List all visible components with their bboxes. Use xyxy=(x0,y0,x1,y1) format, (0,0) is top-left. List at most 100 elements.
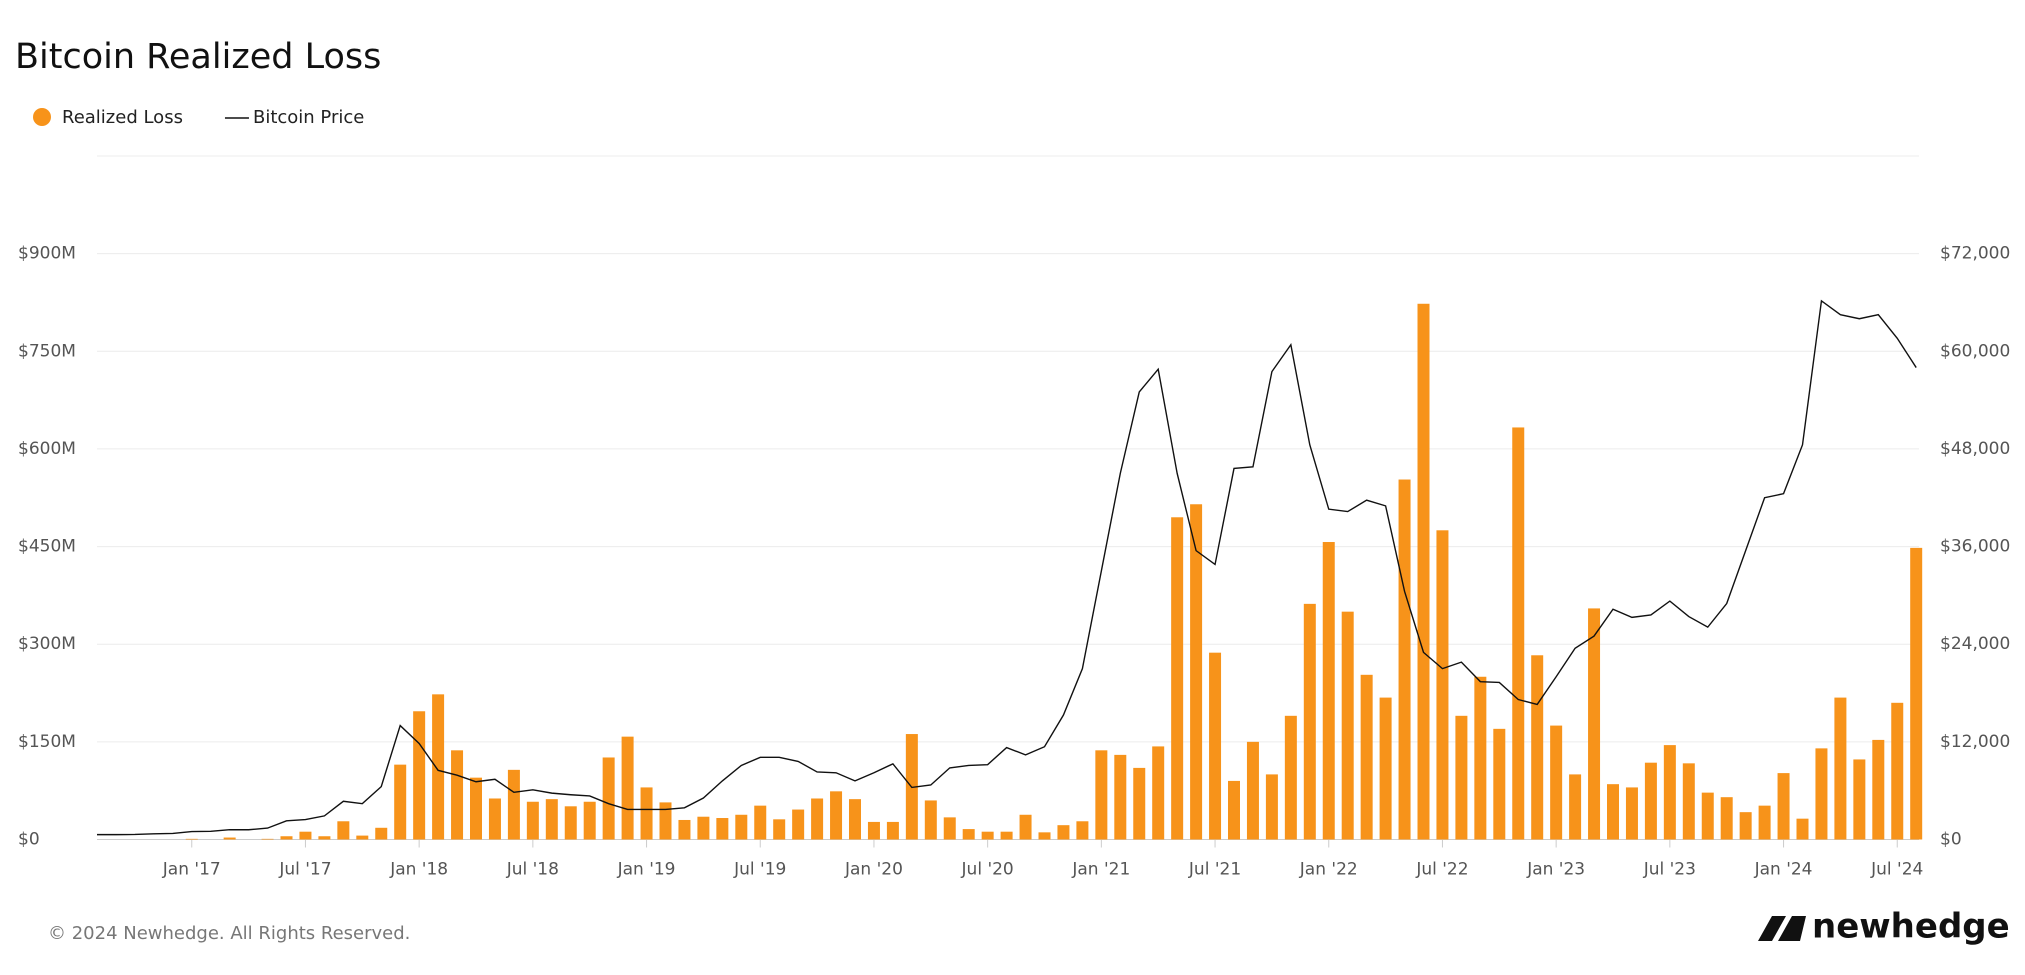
bar xyxy=(773,819,786,840)
legend-label: Realized Loss xyxy=(62,107,183,128)
bar xyxy=(735,814,748,840)
y2-tick-label: $24,000 xyxy=(1940,634,2010,654)
bar xyxy=(602,757,615,840)
x-tick-label: Jul '23 xyxy=(1643,860,1696,880)
bar xyxy=(299,831,312,840)
bar xyxy=(356,835,369,840)
chart-title: Bitcoin Realized Loss xyxy=(15,37,381,77)
x-tick-label: Jan '17 xyxy=(162,860,221,880)
bar xyxy=(1720,797,1733,840)
bar xyxy=(470,777,482,840)
bar xyxy=(1228,780,1240,840)
bar xyxy=(1341,611,1354,840)
bar xyxy=(1644,762,1657,840)
bar xyxy=(545,799,558,840)
bar xyxy=(1152,746,1165,840)
bar xyxy=(1265,774,1278,840)
bar xyxy=(1777,773,1790,840)
bar xyxy=(943,817,956,840)
bar xyxy=(432,694,445,840)
y-tick-label: $0 xyxy=(18,830,40,850)
bar xyxy=(1171,517,1184,840)
bar xyxy=(1607,784,1619,840)
bar xyxy=(621,736,634,840)
bar xyxy=(1512,427,1525,840)
bar xyxy=(507,769,520,840)
bar xyxy=(394,764,407,840)
bar xyxy=(1303,603,1316,840)
bar xyxy=(1284,715,1297,840)
bar xyxy=(1095,750,1108,840)
bar xyxy=(1417,303,1430,840)
y2-tick-label: $48,000 xyxy=(1940,439,2010,459)
bar xyxy=(697,816,710,840)
bar xyxy=(981,831,994,840)
bar xyxy=(1379,697,1392,840)
bar xyxy=(1474,676,1487,840)
bar xyxy=(1114,754,1127,840)
bar xyxy=(1190,504,1203,840)
x-tick-label: Jan '22 xyxy=(1299,860,1358,880)
bar xyxy=(337,821,350,840)
bar xyxy=(280,836,293,840)
bar xyxy=(867,821,880,840)
bar xyxy=(1019,814,1032,840)
x-tick-label: Jul '18 xyxy=(506,860,559,880)
bar xyxy=(1246,741,1259,840)
bar xyxy=(1133,767,1146,840)
bar xyxy=(886,821,899,840)
bar xyxy=(1076,821,1089,840)
bar xyxy=(640,787,653,840)
y-tick-label: $900M xyxy=(18,244,76,264)
bar xyxy=(451,750,464,840)
bar xyxy=(754,805,767,840)
x-tick-label: Jul '22 xyxy=(1415,860,1468,880)
bar xyxy=(962,829,975,840)
x-tick-label: Jan '21 xyxy=(1071,860,1130,880)
bar xyxy=(811,798,824,840)
bar xyxy=(223,837,236,840)
bar xyxy=(1398,479,1411,840)
y2-tick-label: $60,000 xyxy=(1940,341,2010,361)
y-tick-label: $150M xyxy=(18,732,76,752)
x-tick-label: Jan '20 xyxy=(844,860,903,880)
y-tick-label: $600M xyxy=(18,439,76,459)
bar xyxy=(792,809,805,840)
bar xyxy=(1891,702,1904,840)
y-tick-label: $750M xyxy=(18,341,76,361)
bar xyxy=(1550,725,1563,840)
logo-text: newhedge xyxy=(1812,907,2010,947)
bar xyxy=(583,801,596,840)
x-tick-label: Jan '23 xyxy=(1526,860,1585,880)
bar xyxy=(659,802,672,840)
bar xyxy=(1569,774,1582,840)
bar xyxy=(1436,530,1449,840)
x-tick-label: Jul '17 xyxy=(278,860,331,880)
legend-label: Bitcoin Price xyxy=(253,107,364,128)
x-tick-label: Jul '24 xyxy=(1870,860,1923,880)
bar xyxy=(716,818,729,840)
bar xyxy=(1739,812,1752,840)
legend-dot xyxy=(33,108,51,126)
logo-mark xyxy=(1758,916,1806,941)
bar xyxy=(1360,674,1373,840)
bar xyxy=(1209,652,1222,840)
bar xyxy=(1000,831,1013,840)
bar xyxy=(413,711,426,840)
x-tick-label: Jul '20 xyxy=(961,860,1014,880)
x-tick-label: Jan '24 xyxy=(1754,860,1813,880)
y2-tick-label: $72,000 xyxy=(1940,244,2010,264)
bar xyxy=(1455,715,1468,840)
bar xyxy=(1682,763,1695,840)
x-tick-label: Jan '18 xyxy=(389,860,448,880)
x-tick-label: Jan '19 xyxy=(617,860,676,880)
y2-tick-label: $0 xyxy=(1940,830,1962,850)
bar xyxy=(488,798,501,840)
y2-tick-label: $36,000 xyxy=(1940,537,2010,557)
y2-tick-label: $12,000 xyxy=(1940,732,2010,752)
x-tick-label: Jul '19 xyxy=(733,860,786,880)
bar xyxy=(849,799,861,840)
x-tick-label: Jul '21 xyxy=(1188,860,1241,880)
bar xyxy=(1038,832,1051,840)
